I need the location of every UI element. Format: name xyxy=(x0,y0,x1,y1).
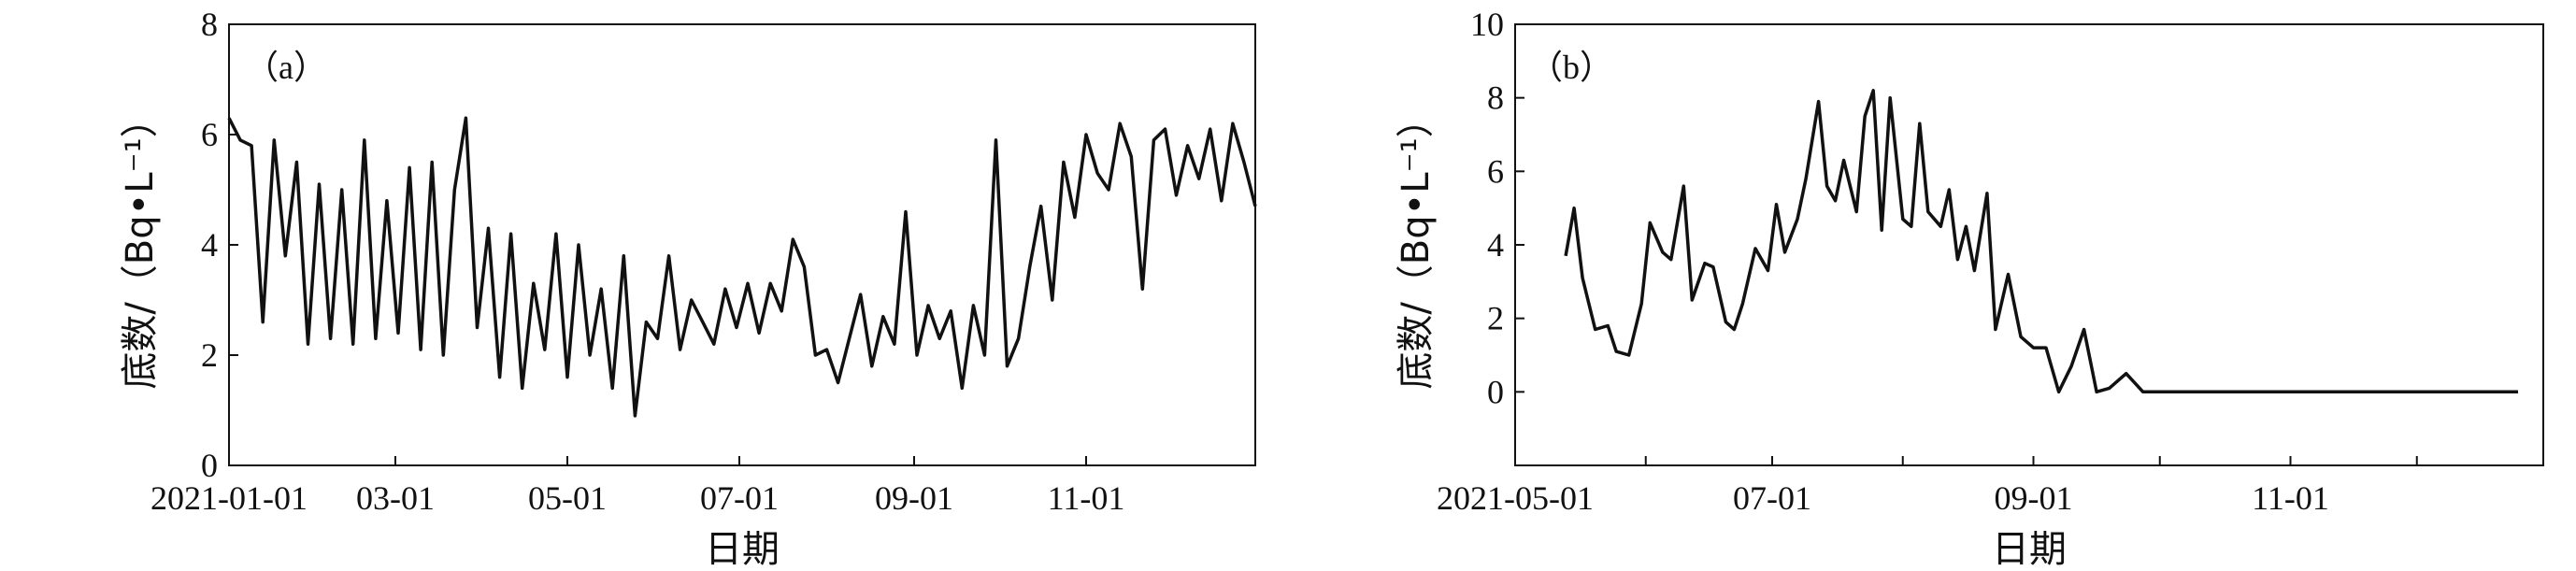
y-tick-label: 10 xyxy=(1470,6,1504,43)
x-tick-label: 11-01 xyxy=(1048,479,1125,517)
y-tick-label: 0 xyxy=(1487,373,1504,410)
y-tick-label: 8 xyxy=(201,6,218,43)
x-tick-label: 05-01 xyxy=(528,479,607,517)
x-tick-label: 07-01 xyxy=(1733,479,1811,517)
y-tick-label: 2 xyxy=(1487,300,1504,337)
y-axis-b: 0 2 4 6 8 10 xyxy=(1470,6,1524,410)
y-axis-label-b: 底数/（Bq•L⁻¹） xyxy=(1395,100,1438,389)
series-line-a xyxy=(227,116,1257,418)
x-axis-b: 2021-05-01 07-01 09-01 11-01 xyxy=(1437,456,2418,517)
x-axis-label-b: 日期 xyxy=(1992,528,2067,571)
series-line-b xyxy=(1564,89,2518,394)
y-tick-label: 6 xyxy=(1487,152,1504,190)
panel-label-a: （a） xyxy=(245,49,327,86)
plot-frame-b xyxy=(1514,23,2544,466)
x-tick-label: 09-01 xyxy=(1995,479,2073,517)
x-tick-label: 2021-01-01 xyxy=(150,479,308,517)
panel-label-b: （b） xyxy=(1529,49,1613,86)
x-tick-label: 11-01 xyxy=(2252,479,2329,517)
y-tick-label: 0 xyxy=(201,447,218,484)
y-tick-label: 4 xyxy=(1487,226,1504,264)
x-axis-label-a: 日期 xyxy=(705,528,780,571)
chart-panel-b: （b） 0 2 4 6 8 10 2021-05-01 07-01 09-01 11-01 日期… xyxy=(1395,6,2544,571)
y-axis-a: 0 2 4 6 8 xyxy=(201,6,238,484)
x-axis-a: 2021-01-01 03-01 05-01 07-01 09-01 11-01 xyxy=(150,456,1124,517)
y-tick-label: 6 xyxy=(201,116,218,153)
y-axis-label-a: 底数/（Bq•L⁻¹） xyxy=(119,100,162,389)
y-tick-label: 8 xyxy=(1487,79,1504,117)
x-tick-label: 07-01 xyxy=(700,479,779,517)
x-tick-label: 2021-05-01 xyxy=(1437,479,1594,517)
y-tick-label: 2 xyxy=(201,336,218,374)
x-tick-label: 03-01 xyxy=(356,479,435,517)
chart-panel-a: （a） 0 2 4 6 8 2021-01-01 03-01 05-01 07-01 09-01… xyxy=(119,6,1257,571)
x-tick-label: 09-01 xyxy=(875,479,953,517)
y-tick-label: 4 xyxy=(201,226,218,264)
